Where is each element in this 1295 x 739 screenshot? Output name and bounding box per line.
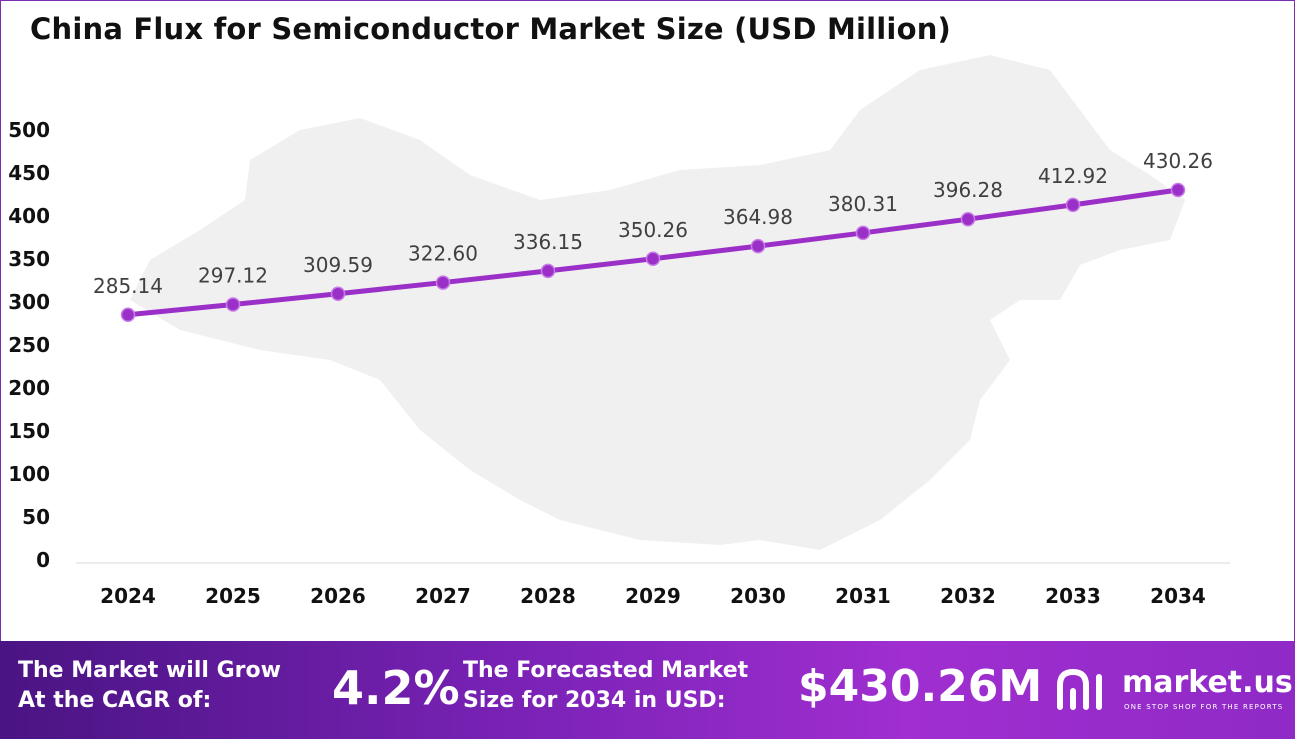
y-tick-label: 250: [8, 333, 50, 357]
y-tick-label: 350: [8, 247, 50, 271]
data-label: 309.59: [303, 253, 373, 277]
y-tick-label: 150: [8, 419, 50, 443]
data-label: 297.12: [198, 263, 268, 287]
x-tick-label: 2025: [205, 584, 261, 608]
y-tick-label: 400: [8, 204, 50, 228]
y-tick-label: 100: [8, 462, 50, 486]
data-point: [330, 286, 346, 302]
data-label: 322.60: [408, 242, 478, 266]
data-label: 396.28: [933, 178, 1003, 202]
x-tick-label: 2024: [100, 584, 156, 608]
data-point: [750, 238, 766, 254]
data-label: 285.14: [93, 274, 163, 298]
line-chart: 0 50 100 150 200 250 300 350 400 450 500 2024 2025 20…: [8, 55, 1230, 608]
x-tick-label: 2032: [940, 584, 996, 608]
data-label: 412.92: [1038, 164, 1108, 188]
data-point: [960, 211, 976, 227]
x-tick-label: 2028: [520, 584, 576, 608]
data-point: [435, 275, 451, 290]
data-label: 364.98: [723, 205, 793, 229]
data-point: [540, 263, 556, 279]
brand-tagline: ONE STOP SHOP FOR THE REPORTS: [1124, 703, 1284, 711]
y-tick-label: 0: [36, 548, 50, 572]
data-label: 430.26: [1143, 149, 1213, 173]
summary-banner: The Market will Grow At the CAGR of: 4.2…: [0, 641, 1295, 739]
market-us-logo-icon: [1057, 668, 1102, 710]
data-label: 380.31: [828, 192, 898, 216]
data-label: 350.26: [618, 218, 688, 242]
forecast-label-line1: The Forecasted Market: [463, 658, 749, 683]
x-tick-label: 2027: [415, 584, 471, 608]
x-tick-label: 2031: [835, 584, 891, 608]
y-tick-label: 200: [8, 376, 50, 400]
x-tick-label: 2029: [625, 584, 681, 608]
cagr-value: 4.2%: [332, 661, 460, 715]
data-point: [1170, 182, 1186, 198]
china-map-watermark: [130, 55, 1185, 550]
data-point: [1065, 197, 1081, 213]
data-point: [645, 251, 661, 267]
chart-title: China Flux for Semiconductor Market Size…: [30, 12, 952, 46]
y-tick-label: 450: [8, 161, 50, 185]
x-tick-label: 2026: [310, 584, 366, 608]
y-tick-label: 300: [8, 290, 50, 314]
cagr-label-line1: The Market will Grow: [18, 658, 281, 683]
x-tick-label: 2030: [730, 584, 786, 608]
forecast-value: $430.26M: [798, 661, 1043, 712]
x-tick-label: 2033: [1045, 584, 1101, 608]
y-tick-label: 50: [22, 505, 50, 529]
brand-name: market.us: [1122, 665, 1293, 700]
data-label: 336.15: [513, 230, 583, 254]
x-tick-label: 2034: [1150, 584, 1206, 608]
y-tick-label: 500: [8, 118, 50, 142]
cagr-label-line2: At the CAGR of:: [18, 688, 212, 713]
data-point: [225, 297, 241, 312]
forecast-label-line2: Size for 2034 in USD:: [463, 688, 726, 713]
data-point: [120, 307, 136, 323]
data-point: [855, 225, 871, 241]
